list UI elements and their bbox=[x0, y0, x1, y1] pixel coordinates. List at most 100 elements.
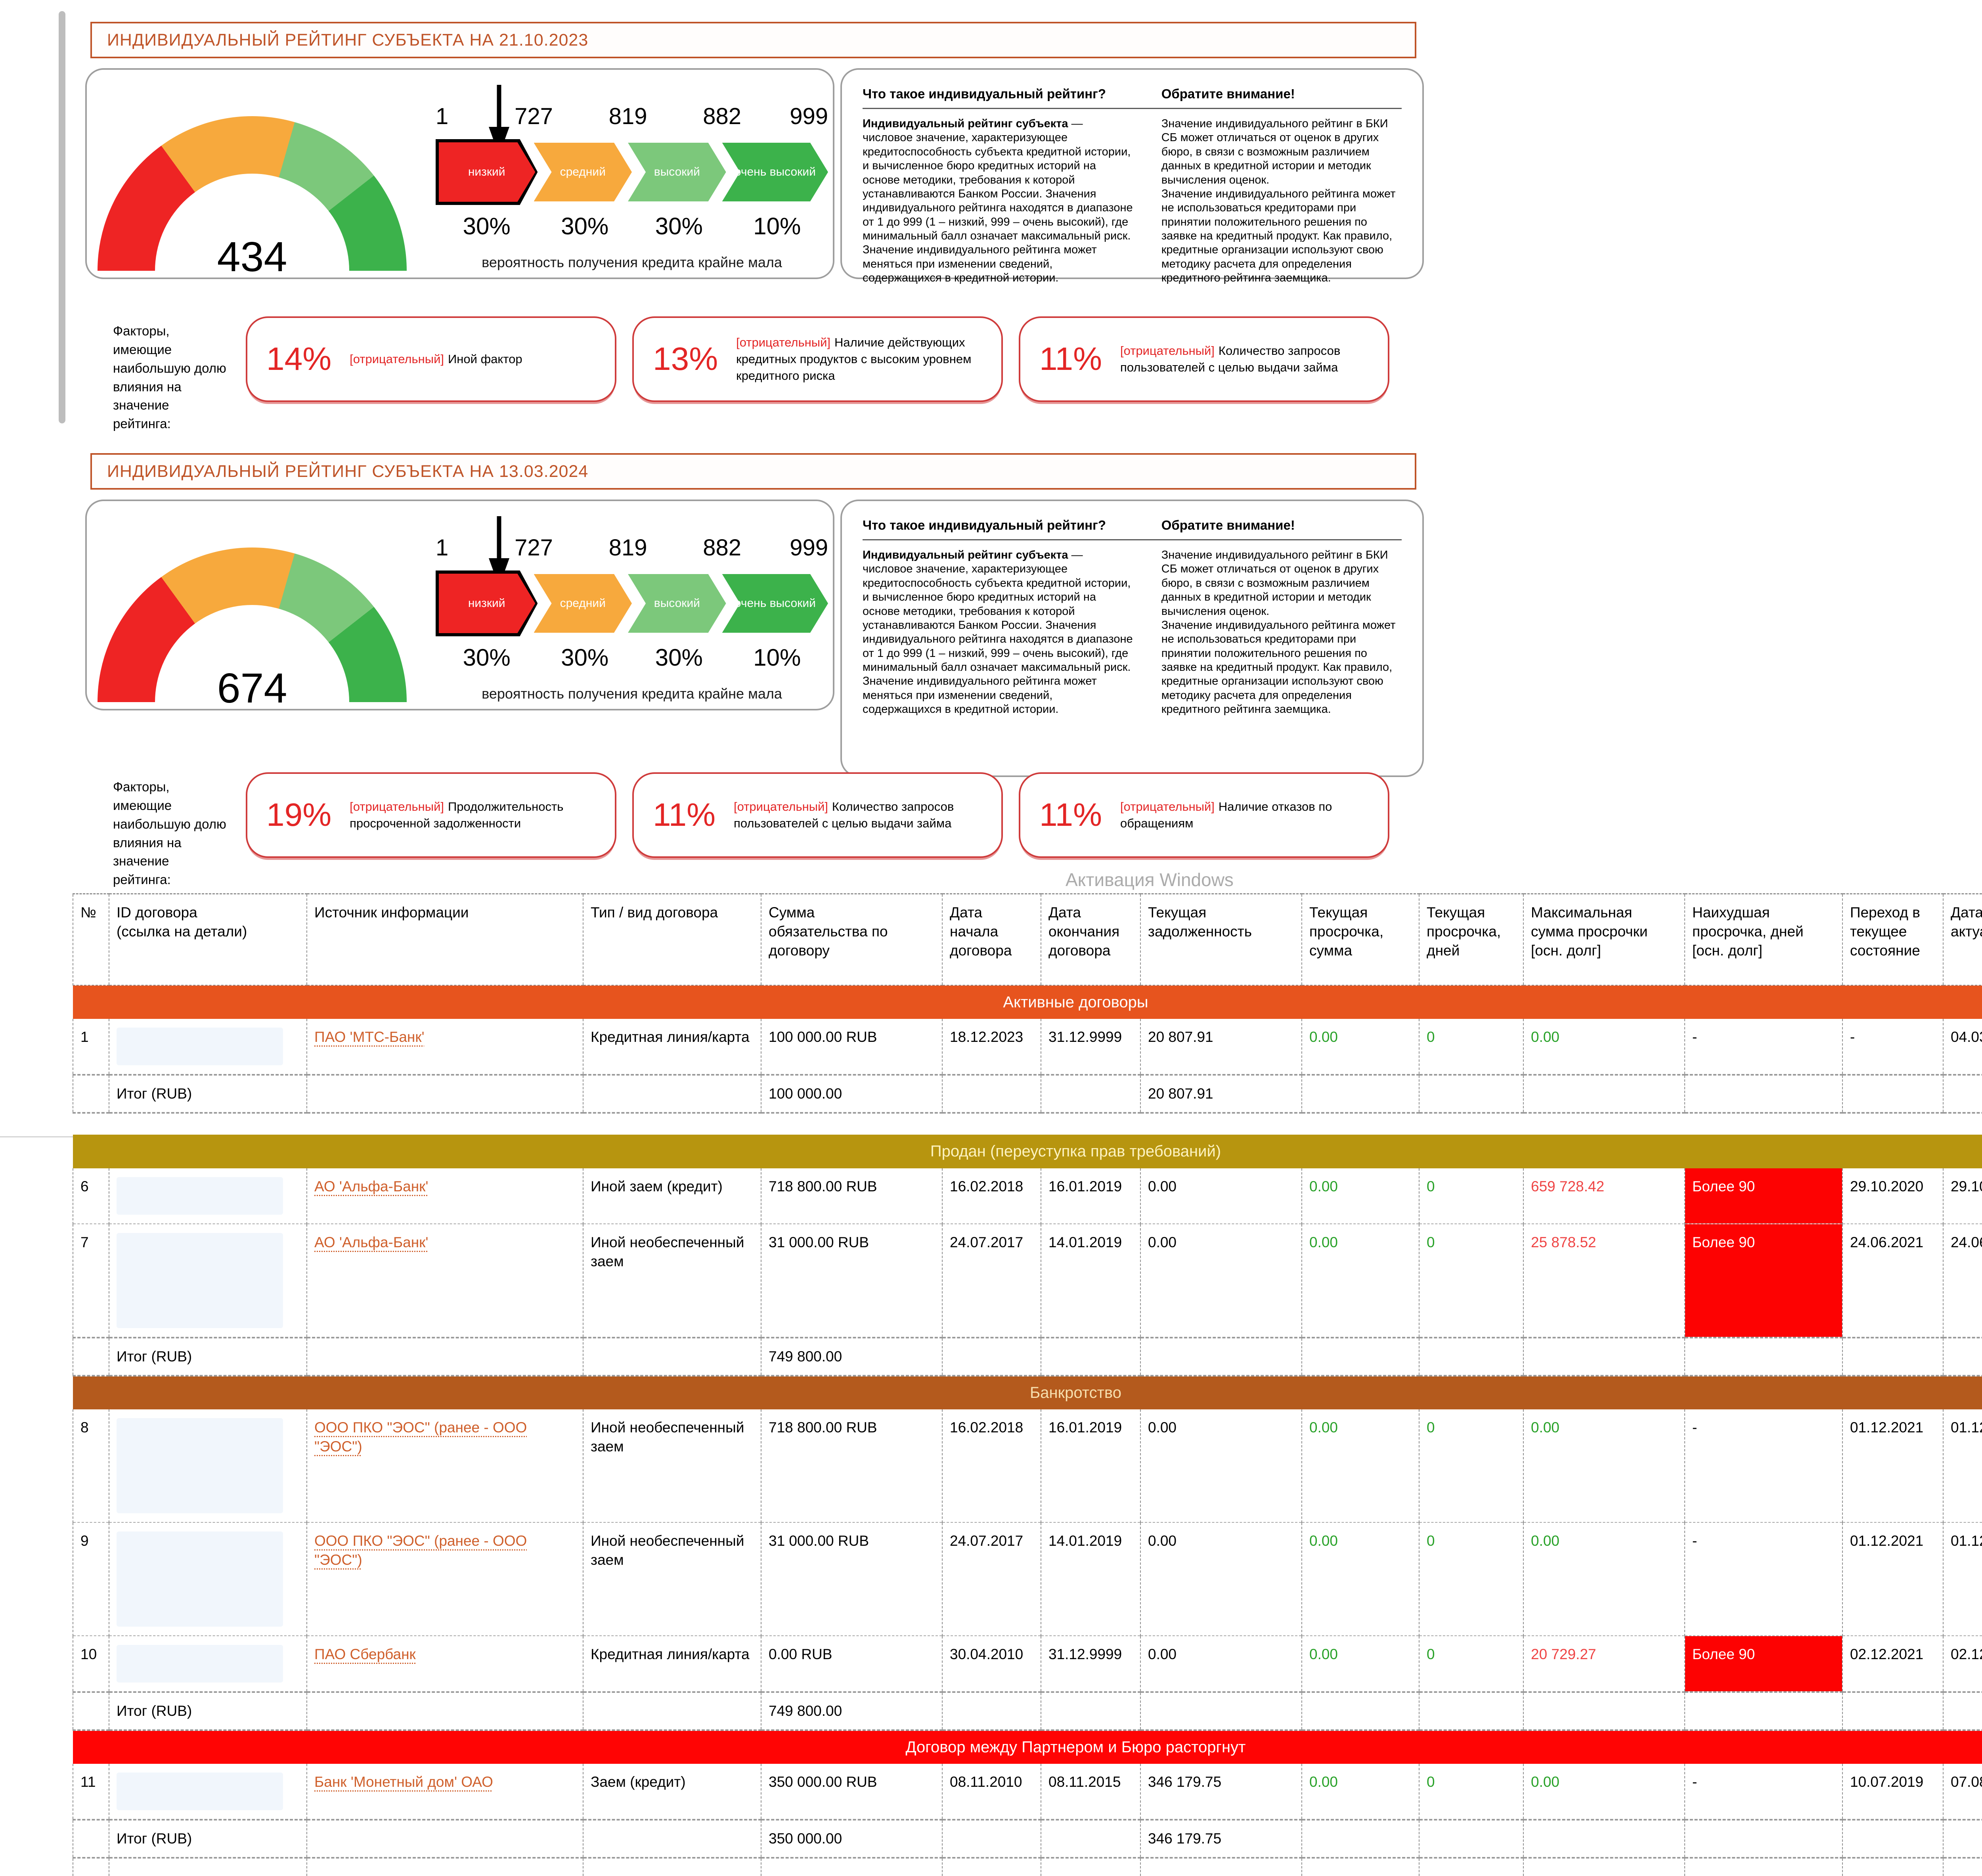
tick-min: 1 bbox=[436, 535, 449, 561]
bank-link[interactable]: Банк 'Монетный дом' ОАО bbox=[314, 1773, 493, 1790]
share-very-high: 10% bbox=[753, 644, 801, 671]
cell-num: 11 bbox=[73, 1763, 109, 1820]
factor-card: 11% [отрицательный] Количество запросов п… bbox=[632, 772, 1003, 858]
cell-empty bbox=[1301, 1336, 1419, 1376]
table-row: 1 ПАО 'МТС-Банк' Кредитная линия/карта 1… bbox=[73, 1018, 1982, 1075]
cell-cur-days: 0 bbox=[1419, 1635, 1523, 1692]
table-row: 7 АО 'Альфа-Банк' Иной необеспеченный за… bbox=[73, 1223, 1982, 1338]
cell-end: 31.12.9999 bbox=[1041, 1018, 1140, 1075]
cell-start: 16.02.2018 bbox=[942, 1409, 1041, 1522]
factor-card: 19% [отрицательный] Продолжительность про… bbox=[246, 772, 616, 858]
gauge-caption: вероятность получения кредита крайне мал… bbox=[482, 685, 782, 702]
info-what-title: Что такое индивидуальный рейтинг? bbox=[863, 518, 1106, 532]
cell-empty bbox=[306, 1691, 583, 1731]
cell-num: 9 bbox=[73, 1522, 109, 1636]
cell-start: 08.11.2010 bbox=[942, 1763, 1041, 1820]
gauge-panel-2024: 674 1 727 819 882 999 низкий средний bbox=[85, 500, 834, 710]
cell-empty bbox=[1523, 1336, 1685, 1376]
col-header-source: Источник информации bbox=[306, 893, 583, 986]
section-band-sold: Продан (переуступка прав требований) bbox=[73, 1134, 1982, 1168]
bank-link[interactable]: ПАО 'МТС-Банк' bbox=[314, 1028, 425, 1045]
factor-tag: [отрицательный] bbox=[1120, 344, 1215, 358]
factor-card: 11% [отрицательный] Наличие отказов по об… bbox=[1019, 772, 1389, 858]
cell-empty bbox=[1523, 1819, 1685, 1859]
cell-empty bbox=[1842, 1819, 1943, 1859]
cell-id bbox=[109, 1223, 307, 1338]
cell-empty bbox=[1842, 1857, 1943, 1876]
cell-empty bbox=[1943, 1857, 1982, 1876]
bank-link[interactable]: ООО ПКО "ЭОС" (ранее - ООО "ЭОС") bbox=[314, 1532, 527, 1568]
segment-high-label: высокий bbox=[654, 597, 700, 610]
factor-text: Наличие действующих кредитных продуктов … bbox=[736, 335, 972, 383]
factor-text: Наличие отказов по обращениям bbox=[1120, 800, 1332, 830]
gauge-score-value: 674 bbox=[217, 665, 287, 705]
cell-worst: - bbox=[1684, 1409, 1842, 1522]
info-note-title: Обратите внимание! bbox=[1161, 518, 1295, 532]
col-header-cur-sum: Текущая просрочка, сумма bbox=[1301, 893, 1419, 986]
left-scrollbar[interactable] bbox=[59, 11, 65, 423]
factor-percent: 11% bbox=[653, 797, 716, 833]
redacted-id bbox=[117, 1772, 283, 1810]
cell-empty bbox=[942, 1074, 1041, 1114]
info-what-lead: Индивидуальный рейтинг субъекта bbox=[863, 117, 1068, 130]
share-high: 30% bbox=[655, 644, 703, 671]
cell-source: АО 'Альфа-Банк' bbox=[306, 1168, 583, 1224]
segment-low: низкий bbox=[436, 570, 538, 636]
share-low: 30% bbox=[463, 213, 511, 239]
cell-empty bbox=[1523, 1691, 1685, 1731]
share-medium: 30% bbox=[561, 213, 609, 239]
factor-card: 11% [отрицательный] Количество запросов п… bbox=[1019, 316, 1389, 402]
factor-card: 13% [отрицательный] Наличие действующих к… bbox=[632, 316, 1003, 402]
cell-empty bbox=[1301, 1857, 1419, 1876]
bank-link[interactable]: ПАО Сбербанк bbox=[314, 1646, 416, 1662]
cell-actual: 04.03.2024 bbox=[1943, 1018, 1982, 1075]
cell-transition: 01.12.2021 bbox=[1842, 1522, 1943, 1636]
cell-cur-days: 0 bbox=[1419, 1018, 1523, 1075]
cell-empty bbox=[583, 1691, 761, 1731]
cell-empty bbox=[1684, 1074, 1842, 1114]
cell-end: 16.01.2019 bbox=[1041, 1409, 1140, 1522]
cell-start: 16.02.2018 bbox=[942, 1168, 1041, 1224]
col-header-type: Тип / вид договора bbox=[583, 893, 761, 986]
table-row: 11 Банк 'Монетный дом' ОАО Заем (кредит)… bbox=[73, 1763, 1982, 1820]
cell-debt: 0.00 bbox=[1140, 1522, 1302, 1636]
cell-empty bbox=[1419, 1819, 1523, 1859]
redacted-id bbox=[117, 1027, 283, 1065]
cell-amount: 350 000.00 RUB bbox=[761, 1763, 942, 1820]
cell-num: 7 bbox=[73, 1223, 109, 1338]
cell-start: 24.07.2017 bbox=[942, 1522, 1041, 1636]
cell-empty bbox=[1041, 1336, 1140, 1376]
cell-empty bbox=[1943, 1691, 1982, 1731]
factor-tag: [отрицательный] bbox=[1120, 800, 1215, 814]
cell-empty bbox=[73, 1819, 109, 1859]
tick-882: 882 bbox=[703, 103, 742, 129]
bank-link[interactable]: ООО ПКО "ЭОС" (ранее - ООО "ЭОС") bbox=[314, 1419, 527, 1455]
rating-scale-2024: 1 727 819 882 999 низкий средний высокий bbox=[436, 516, 828, 702]
bank-link[interactable]: АО 'Альфа-Банк' bbox=[314, 1178, 429, 1195]
cell-start: 18.12.2023 bbox=[942, 1018, 1041, 1075]
cell-empty bbox=[1419, 1074, 1523, 1114]
cell-empty bbox=[1523, 1074, 1685, 1114]
col-header-num: № bbox=[73, 893, 109, 986]
info-what-text: Индивидуальный рейтинг субъекта — числов… bbox=[863, 117, 1134, 285]
cell-empty bbox=[1041, 1074, 1140, 1114]
col-header-start: Дата начала договора bbox=[942, 893, 1041, 986]
cell-empty bbox=[583, 1857, 761, 1876]
total-label: Итог (RUB) bbox=[109, 1074, 307, 1114]
segment-very-high-label: очень высокий bbox=[734, 165, 816, 178]
cell-empty bbox=[109, 1857, 307, 1876]
cell-debt: 0.00 bbox=[1140, 1409, 1302, 1522]
cell-transition: - bbox=[1842, 1018, 1943, 1075]
score-gauge-2023: 434 bbox=[96, 114, 409, 274]
share-medium: 30% bbox=[561, 644, 609, 671]
cell-debt: 0.00 bbox=[1140, 1635, 1302, 1692]
total-row-bankruptcy: Итог (RUB) 749 800.00 bbox=[73, 1691, 1982, 1731]
cell-source: ООО ПКО "ЭОС" (ранее - ООО "ЭОС") bbox=[306, 1409, 583, 1522]
cell-empty bbox=[1419, 1691, 1523, 1731]
cell-empty bbox=[1943, 1336, 1982, 1376]
cell-end: 14.01.2019 bbox=[1041, 1223, 1140, 1338]
cell-empty bbox=[1684, 1857, 1842, 1876]
cell-empty bbox=[1140, 1857, 1302, 1876]
bank-link[interactable]: АО 'Альфа-Банк' bbox=[314, 1234, 429, 1250]
cell-worst-badge: Более 90 bbox=[1684, 1168, 1842, 1224]
